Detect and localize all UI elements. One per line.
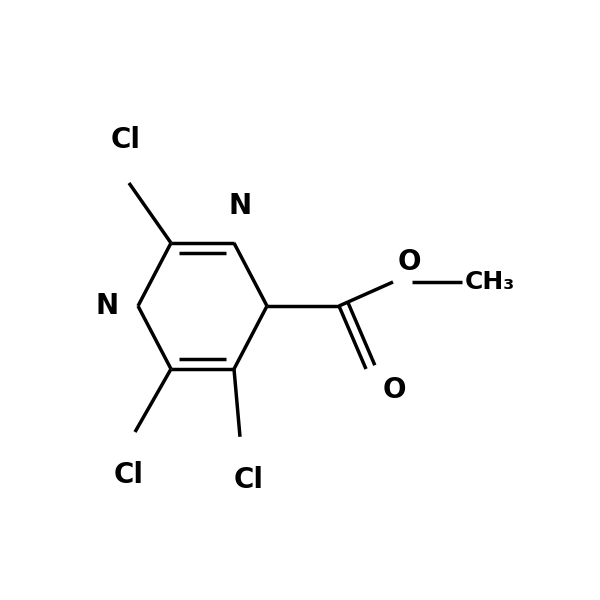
Text: Cl: Cl	[234, 466, 264, 494]
Text: N: N	[95, 292, 119, 320]
Text: N: N	[229, 192, 251, 220]
Text: Cl: Cl	[114, 461, 144, 489]
Text: O: O	[383, 376, 406, 404]
Text: CH₃: CH₃	[465, 270, 515, 294]
Text: Cl: Cl	[111, 126, 141, 154]
Text: O: O	[398, 248, 421, 276]
